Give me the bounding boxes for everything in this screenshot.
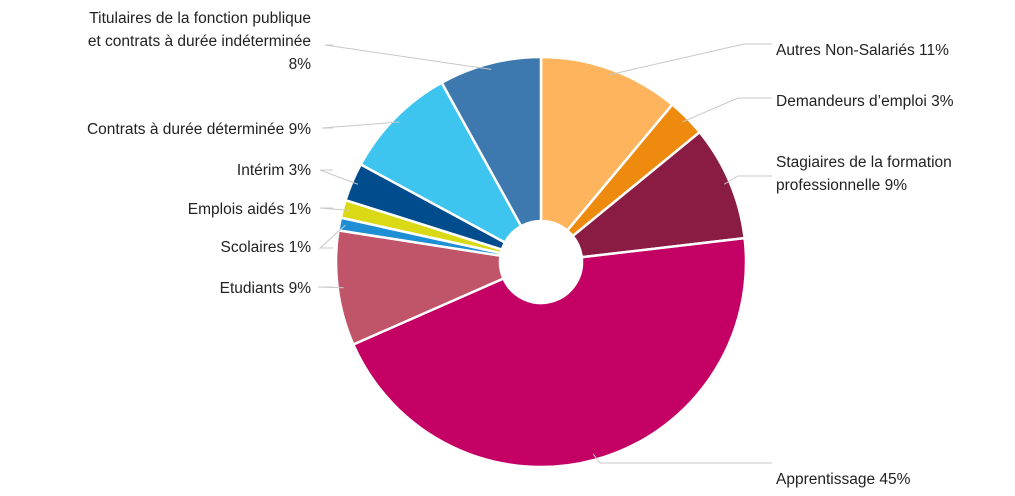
leader-line-emplois-aides <box>319 207 349 211</box>
slice-label-demandeurs-d-emploi: Demandeurs d’emploi 3% <box>776 93 954 110</box>
slice-label-apprentissage: Apprentissage 45% <box>776 471 911 488</box>
pie-slice-apprentissage <box>351 236 748 469</box>
slice-label-interim: Intérim 3% <box>237 162 311 179</box>
slice-label-autres-non-salaries: Autres Non-Salariés 11% <box>776 42 949 59</box>
pie-slice-contrats-a-duree-determinee <box>359 80 523 245</box>
slice-label-stagiaires-de-la-formation-professionnelle: Stagiaires de la formation professionnell… <box>776 154 952 194</box>
pie-slice-autres-non-salaries <box>539 55 675 233</box>
pie-slice-stagiaires-de-la-formation-professionnelle <box>570 130 746 259</box>
leader-line-autres-non-salaries <box>608 43 772 76</box>
pie-slice-titulaires-de-la-fonction-publique-et-contrats-a-duree-indeterminee <box>439 55 543 228</box>
slice-label-emplois-aides: Emplois aidés 1% <box>188 201 311 218</box>
slice-label-titulaires-de-la-fonction-publique-et-contrats-a-duree-indeterminee: Titulaires de la fonction publique et con… <box>88 10 311 73</box>
leader-line-titulaires-de-la-fonction-publique-et-contrats-a-duree-indeterminee <box>324 44 492 70</box>
leader-line-contrats-a-duree-determinee <box>321 121 400 129</box>
slice-label-contrats-a-duree-determinee: Contrats à durée déterminée 9% <box>87 121 311 138</box>
leader-line-demandeurs-d-emploi <box>682 97 772 123</box>
slice-label-etudiants: Etudiants 9% <box>220 280 312 297</box>
slice-label-scolaires: Scolaires 1% <box>221 239 312 256</box>
leader-line-scolaires <box>318 224 346 249</box>
leader-line-apprentissage <box>592 453 772 464</box>
leader-line-interim <box>319 169 358 185</box>
leader-line-etudiants <box>317 286 344 289</box>
leader-line-stagiaires-de-la-formation-professionnelle <box>723 175 772 185</box>
pie-slice-etudiants <box>334 228 506 347</box>
